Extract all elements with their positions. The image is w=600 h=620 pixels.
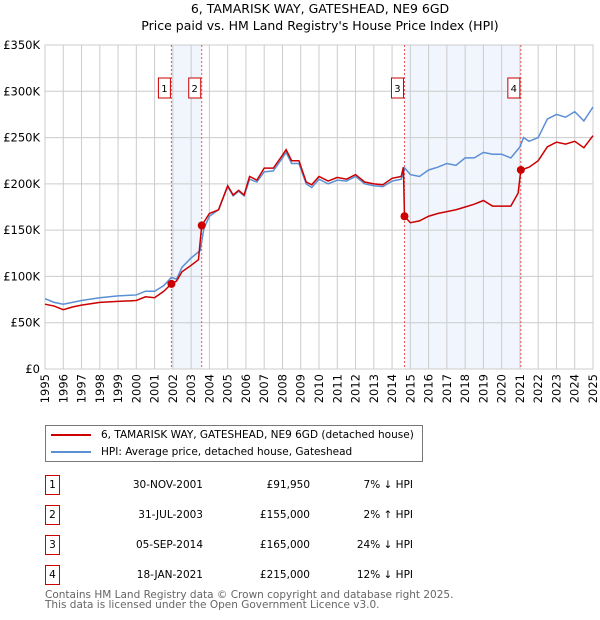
x-tick-label: 1997 <box>75 374 89 403</box>
sale-label-number: 3 <box>394 84 400 95</box>
sale-point <box>167 279 176 288</box>
x-tick-label: 2016 <box>422 374 436 403</box>
x-tick-label: 2005 <box>221 374 235 403</box>
x-tick-label: 2004 <box>202 374 216 403</box>
x-tick-label: 1995 <box>38 374 52 403</box>
y-tick-label: £150K <box>3 223 40 237</box>
x-tick-label: 2008 <box>275 374 289 403</box>
sale-hpi-diff: 24% ↓ HPI <box>356 539 413 551</box>
y-tick-label: £200K <box>3 177 40 191</box>
sale-price: £91,950 <box>266 479 310 491</box>
x-tick-label: 2003 <box>184 374 198 403</box>
plot-border <box>44 44 594 370</box>
sale-price: £215,000 <box>259 569 310 581</box>
x-tick-label: 2014 <box>385 374 399 403</box>
sale-label-box <box>390 77 404 99</box>
shaded-range <box>171 45 202 369</box>
sale-label-box <box>157 77 171 99</box>
x-tick-label: 2017 <box>440 374 454 403</box>
y-tick-label: £100K <box>3 269 40 283</box>
sale-number: 3 <box>45 535 60 555</box>
x-tick-label: 2024 <box>568 374 582 403</box>
legend-swatch-property <box>51 434 91 436</box>
x-tick-label: 1998 <box>93 374 107 403</box>
x-tick-label: 2022 <box>531 374 545 403</box>
x-tick-label: 2020 <box>495 374 509 403</box>
sale-row: 1 30-NOV-2001 £91,950 7% ↓ HPI <box>45 475 465 497</box>
y-tick-label: £0 <box>25 362 40 376</box>
sale-point <box>516 165 525 174</box>
x-tick-label: 2019 <box>476 374 490 403</box>
sale-number: 1 <box>45 475 60 495</box>
x-tick-label: 2015 <box>403 374 417 403</box>
price-chart: £0 £50K £100K £150K £200K £250K £300K £350K 1995… <box>3 38 600 403</box>
x-tick-label: 2010 <box>312 374 326 403</box>
sale-point <box>197 221 206 230</box>
legend-swatch-hpi <box>51 451 91 453</box>
legend-item-property: 6, TAMARISK WAY, GATESHEAD, NE9 6GD (det… <box>51 427 414 443</box>
sale-label-number: 2 <box>192 84 198 95</box>
chart-title: 6, TAMARISK WAY, GATESHEAD, NE9 6GD <box>190 1 450 16</box>
legend-label-property: 6, TAMARISK WAY, GATESHEAD, NE9 6GD (det… <box>101 429 414 441</box>
sale-price: £165,000 <box>259 539 310 551</box>
sale-hpi-diff: 7% ↓ HPI <box>363 479 413 491</box>
y-tick-label: £350K <box>3 38 40 52</box>
sale-row: 3 05-SEP-2014 £165,000 24% ↓ HPI <box>45 535 465 557</box>
sale-price: £155,000 <box>259 509 310 521</box>
footer: Contains HM Land Registry data © Crown c… <box>45 589 454 611</box>
sale-number: 4 <box>45 565 60 585</box>
sale-point <box>400 212 409 221</box>
x-tick-label: 2011 <box>330 374 344 403</box>
footer-copyright: Contains HM Land Registry data © Crown c… <box>45 589 454 601</box>
sale-label-box <box>188 77 202 99</box>
legend-label-hpi: HPI: Average price, detached house, Gate… <box>101 446 353 458</box>
x-tick-label: 2023 <box>549 374 563 403</box>
y-tick-label: £50K <box>11 316 41 330</box>
sale-date: 18-JAN-2021 <box>136 569 203 581</box>
x-tick-label: 2007 <box>257 374 271 403</box>
y-tick-label: £250K <box>3 131 40 145</box>
x-tick-label: 2025 <box>586 374 600 403</box>
footer-licence: This data is licensed under the Open Gov… <box>45 599 380 611</box>
x-tick-label: 2001 <box>148 374 162 403</box>
hpi-line <box>44 106 594 305</box>
chart-subtitle: Price paid vs. HM Land Registry's House … <box>141 18 499 33</box>
sale-label-box <box>507 77 521 99</box>
x-tick-label: 2000 <box>129 374 143 403</box>
legend: 6, TAMARISK WAY, GATESHEAD, NE9 6GD (det… <box>45 425 423 462</box>
sale-number: 2 <box>45 505 60 525</box>
x-tick-label: 2013 <box>367 374 381 403</box>
x-tick-label: 2012 <box>349 374 363 403</box>
sale-date: 05-SEP-2014 <box>135 539 203 551</box>
x-tick-label: 1996 <box>56 374 70 403</box>
sale-hpi-diff: 2% ↑ HPI <box>363 509 413 521</box>
y-tick-label: £300K <box>3 84 40 98</box>
sale-date: 31-JUL-2003 <box>138 509 203 521</box>
x-tick-label: 2006 <box>239 374 253 403</box>
x-tick-label: 2021 <box>513 374 527 403</box>
sale-label-number: 4 <box>511 84 517 95</box>
x-tick-label: 2009 <box>294 374 308 403</box>
sale-date: 30-NOV-2001 <box>132 479 203 491</box>
sale-row: 2 31-JUL-2003 £155,000 2% ↑ HPI <box>45 505 465 527</box>
x-tick-label: 2002 <box>166 374 180 403</box>
sale-row: 4 18-JAN-2021 £215,000 12% ↓ HPI <box>45 565 465 587</box>
x-tick-label: 2018 <box>458 374 472 403</box>
x-tick-label: 1999 <box>111 374 125 403</box>
sale-hpi-diff: 12% ↓ HPI <box>356 569 413 581</box>
legend-item-hpi: HPI: Average price, detached house, Gate… <box>51 444 352 460</box>
sale-label-number: 1 <box>161 84 167 95</box>
